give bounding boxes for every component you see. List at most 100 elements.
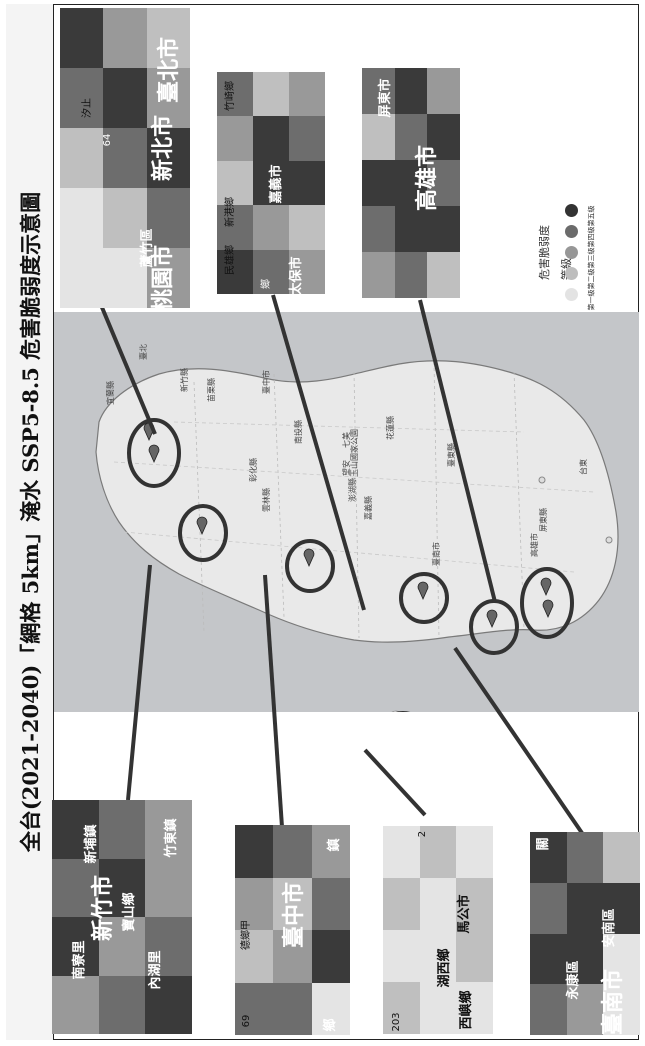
grid-cell <box>98 975 146 1034</box>
grid-cell <box>146 188 190 249</box>
grid-cell <box>530 882 568 934</box>
connector-north <box>99 304 157 435</box>
inset-label: 新埔鎮 <box>84 824 99 864</box>
inset-label: 2 <box>417 830 428 838</box>
inset-label: 內湖里 <box>148 950 163 990</box>
inset-label: 64 <box>102 133 113 147</box>
connector-hsinchu <box>126 564 152 801</box>
inset-tainan: 永康區 安南區 臺南市關 <box>530 832 640 1035</box>
legend-label: 第五級 <box>587 205 596 227</box>
grid-cell <box>566 984 604 1035</box>
grid-cell <box>289 249 325 294</box>
inset-label: 寶山鄉 <box>122 892 137 932</box>
inset-label: 馬公市 <box>457 894 472 934</box>
grid-cell <box>273 825 313 878</box>
grid-cell <box>103 128 148 189</box>
connector-taichung <box>263 574 284 828</box>
grid-cell <box>311 930 350 983</box>
grid-cell <box>52 800 100 859</box>
grid-cell <box>145 917 192 976</box>
grid-cell <box>427 160 460 207</box>
inset-label: 鎮 <box>327 838 342 852</box>
grid-cell <box>60 188 104 249</box>
grid-cell <box>217 160 254 206</box>
inset-label: 臺北市 <box>157 37 182 104</box>
inset-label: 關 <box>536 837 551 851</box>
grid-cell <box>603 882 640 934</box>
legend-swatch <box>565 225 578 238</box>
grid-cell <box>146 8 190 69</box>
grid-cell <box>60 248 104 308</box>
grid-cell <box>603 984 640 1035</box>
grid-cell <box>419 982 457 1034</box>
legend-swatch <box>565 288 578 301</box>
inset-chiayi: 民雄鄉 竹崎鄉 嘉義市 新港鄉 太保市鄉 <box>217 72 325 294</box>
legend-swatch <box>565 267 578 280</box>
grid-cell <box>311 825 350 878</box>
grid-cell <box>394 160 428 207</box>
grid-cell <box>383 826 421 879</box>
inset-north: 蘆竹區 桃園市 新北市 臺北市 汐止 64 <box>60 8 190 308</box>
grid-cell <box>98 858 146 918</box>
connector-kaohsiung <box>418 299 497 603</box>
grid-cell <box>362 160 396 207</box>
grid-cell <box>60 68 104 129</box>
grid-cell <box>289 205 325 251</box>
grid-cell <box>394 68 428 115</box>
grid-cell <box>217 72 254 117</box>
grid-cell <box>145 800 192 859</box>
inset-label: 竹東鎮 <box>164 818 179 858</box>
grid-cell <box>145 975 192 1034</box>
grid-cell <box>456 982 493 1034</box>
inset-penghu: 湖西鄉 馬公市 西嶼鄉 203 2 <box>383 826 493 1034</box>
inset-label: 203 <box>391 1012 402 1032</box>
grid-cell <box>427 68 460 115</box>
grid-cell <box>603 832 640 884</box>
inset-label: 永康區 <box>566 960 581 1000</box>
grid-cell <box>419 930 457 983</box>
grid-cell <box>383 930 421 983</box>
grid-cell <box>419 878 457 931</box>
inset-label: 西嶼鄉 <box>459 990 474 1030</box>
inset-label: 屏東市 <box>378 78 393 118</box>
grid-cell <box>146 248 190 308</box>
inset-label: 太保市 <box>289 256 304 295</box>
inset-label: 鄉 <box>323 1018 338 1032</box>
grid-cell <box>52 858 100 918</box>
inset-label: 臺中市 <box>282 882 307 949</box>
legend-swatch <box>565 204 578 217</box>
grid-cell <box>235 877 274 931</box>
grid-cell <box>235 982 274 1035</box>
grid-cell <box>273 930 313 983</box>
grid-cell <box>456 930 493 983</box>
grid-cell <box>52 975 100 1034</box>
grid-cell <box>253 205 290 251</box>
grid-cell <box>146 128 190 189</box>
grid-cell <box>103 248 148 308</box>
grid-cell <box>456 826 493 879</box>
grid-cell <box>273 982 313 1035</box>
grid-cell <box>217 116 254 162</box>
grid-cell <box>427 252 460 298</box>
inset-taichung: 臺中市 德鄉甲鄉 鎮 69 <box>235 825 350 1035</box>
inset-hsinchu: 南寮里 新竹市 新埔鎮 寶山鄉 竹東鎮 內湖里 <box>52 800 192 1034</box>
inset-kaohsiung: 屏東市 高雄市 <box>362 68 460 298</box>
grid-cell <box>427 206 460 253</box>
inset-label: 嘉義市 <box>269 164 284 204</box>
grid-cell <box>566 933 604 985</box>
grid-cell <box>456 878 493 931</box>
grid-cell <box>253 72 290 117</box>
grid-cell <box>394 206 428 253</box>
highlight-taichung <box>285 539 335 593</box>
grid-cell <box>530 832 568 884</box>
legend-title: 危害脆弱度 <box>538 225 551 280</box>
grid-cell <box>419 826 457 879</box>
grid-cell <box>383 878 421 931</box>
grid-cell <box>217 205 254 251</box>
grid-cell <box>383 982 421 1034</box>
inset-label: 桃園市 <box>151 245 176 308</box>
inset-label: 新北市 <box>151 115 176 182</box>
grid-cell <box>98 800 146 859</box>
title-band: 全台(2021-2040)「網格 5km」淹水 SSP5-8.5 危害脆弱度示意… <box>6 4 54 1040</box>
